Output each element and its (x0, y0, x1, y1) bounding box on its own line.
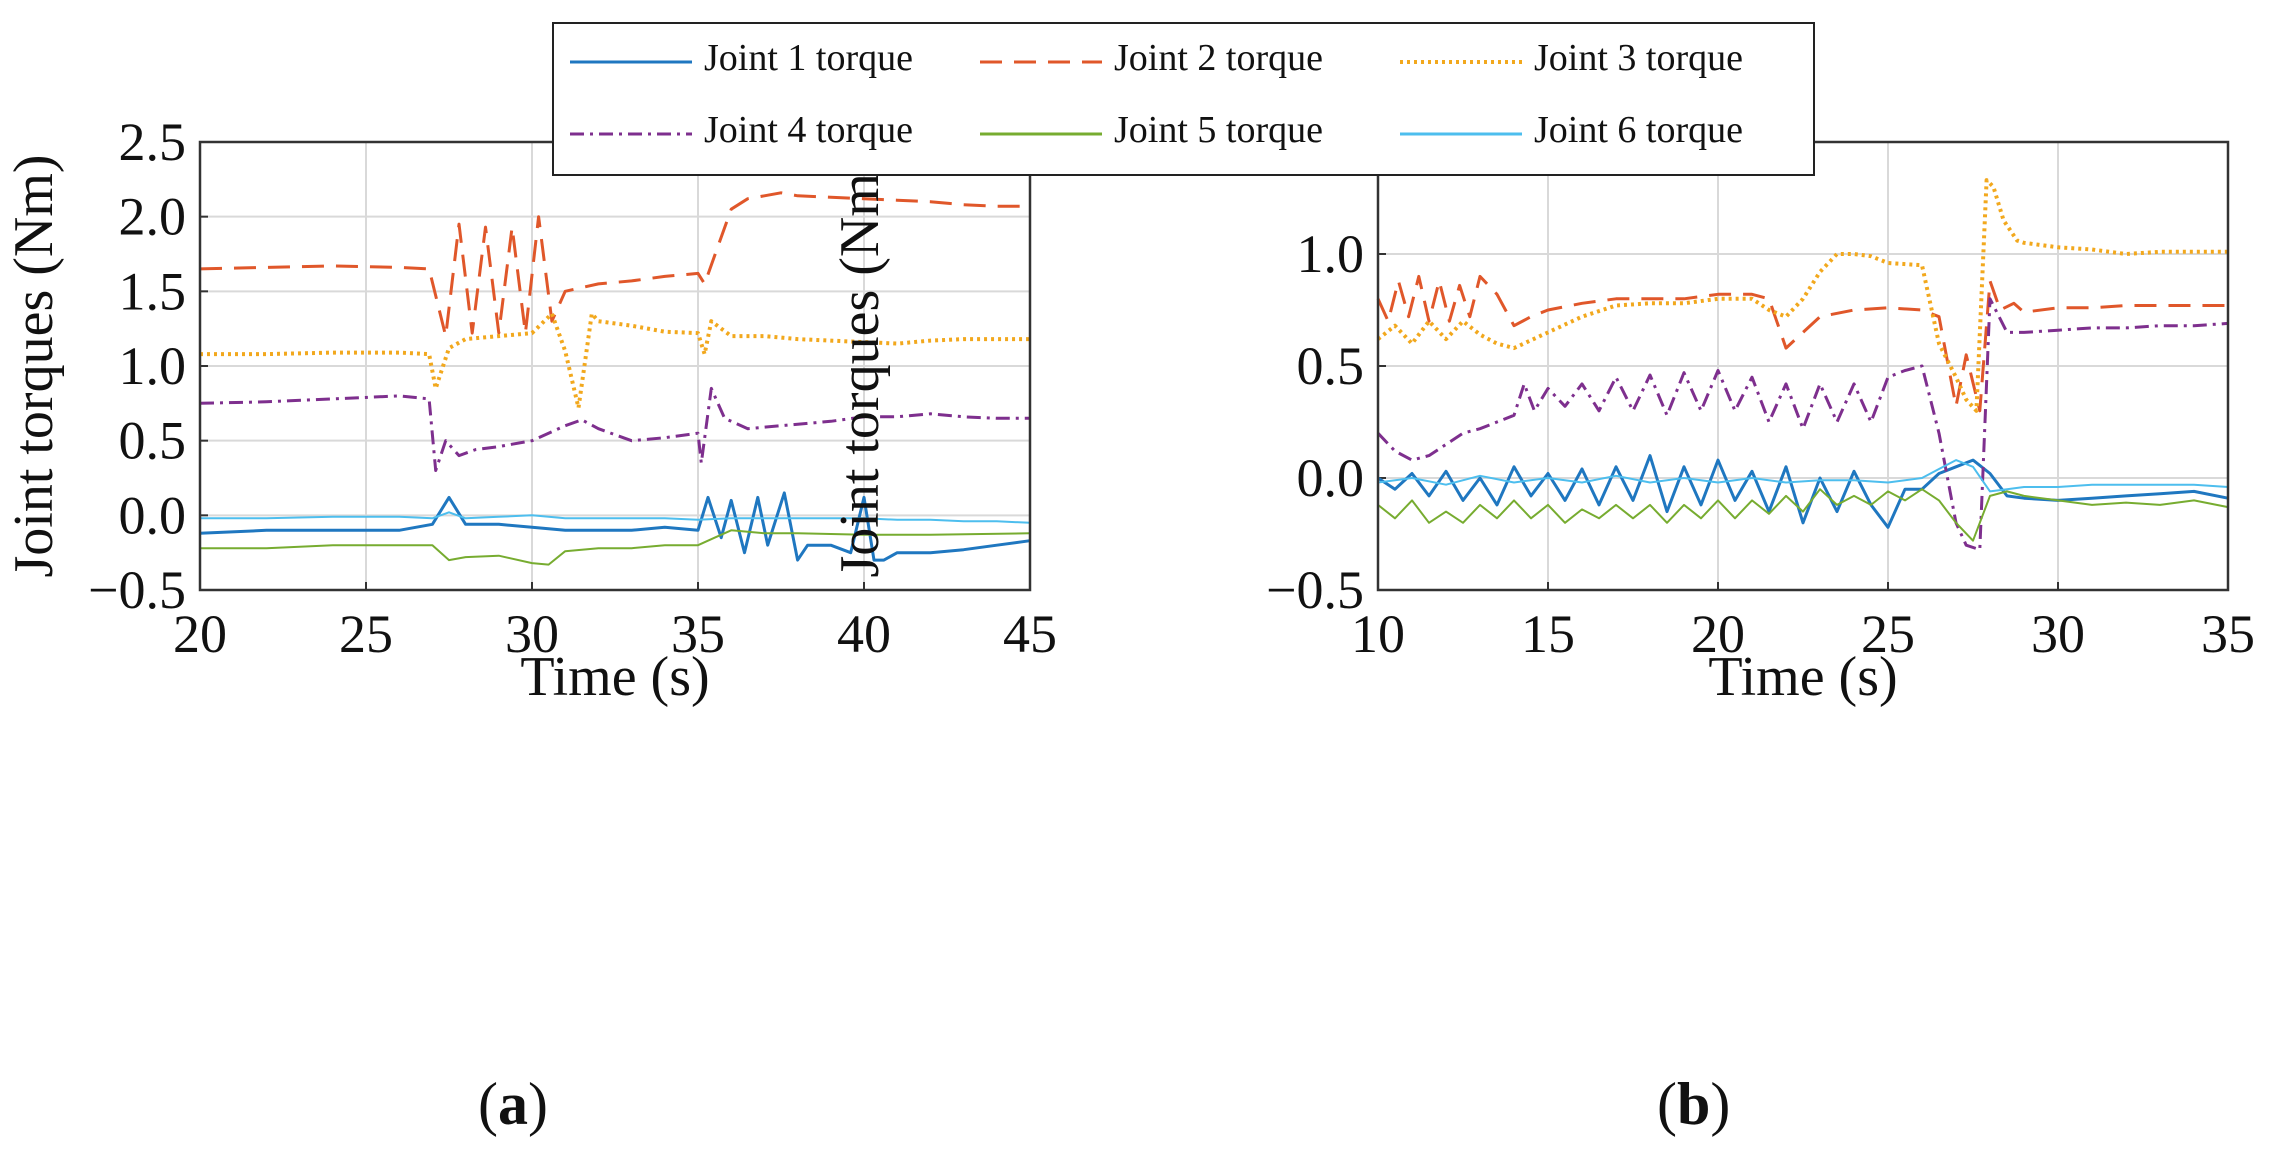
series-line-joint-1 (1377, 454, 2229, 529)
legend-item-joint-3: Joint 3 torque (1394, 32, 1804, 92)
x-tick-label: 40 (837, 604, 891, 664)
legend-item-joint-5: Joint 5 torque (974, 104, 1384, 164)
panel-label-a: (a) (478, 1071, 548, 1137)
legend-label: Joint 6 torque (1534, 109, 1743, 151)
y-tick-label: 1.0 (1297, 224, 1365, 284)
legend-label: Joint 4 torque (704, 109, 913, 151)
x-tick-label: 10 (1351, 604, 1405, 664)
x-tick-label: 15 (1521, 604, 1575, 664)
x-tick-label: 45 (1003, 604, 1057, 664)
legend-label: Joint 2 torque (1114, 37, 1323, 79)
y-axis-label: Joint torques (Nm) (3, 154, 65, 577)
legend-item-joint-6: Joint 6 torque (1394, 104, 1804, 164)
x-tick-label: 30 (2031, 604, 2085, 664)
x-tick-label: 35 (2201, 604, 2255, 664)
legend-swatch (1400, 60, 1522, 64)
y-tick-label: 0.5 (1297, 336, 1365, 396)
x-tick-label: 20 (1691, 604, 1745, 664)
series-line-joint-3 (200, 311, 1030, 410)
series-line-joint-3 (1376, 178, 2228, 413)
legend-swatch (570, 132, 692, 136)
legend-label: Joint 1 torque (704, 37, 913, 79)
y-tick-label: 2.0 (119, 187, 187, 247)
series-line-joint-2 (199, 191, 1030, 338)
x-tick-label: 25 (339, 604, 393, 664)
legend: Joint 1 torque Joint 2 torque Joint 3 torq… (552, 22, 1815, 176)
panel-label-b-letter: b (1676, 1071, 1711, 1137)
series-line-joint-5 (1377, 488, 2229, 542)
legend-item-joint-2: Joint 2 torque (974, 32, 1384, 92)
legend-item-joint-4: Joint 4 torque (564, 104, 974, 164)
y-tick-label: −0.5 (1266, 560, 1364, 620)
series-line-joint-2 (1376, 274, 2228, 413)
x-tick-label: 25 (1861, 604, 1915, 664)
legend-swatch (980, 132, 1102, 136)
y-tick-label: 2.5 (119, 112, 187, 172)
x-tick-label: 20 (173, 604, 227, 664)
y-tick-label: −0.5 (88, 560, 186, 620)
series-line-joint-4 (1376, 297, 2229, 552)
chart-panel-a: 20 25 30 35 40 45 −0.5 0.0 0.5 1.0 1.5 2.0 2.5 Time (… (3, 112, 1057, 708)
legend-swatch (980, 60, 1102, 64)
legend-label: Joint 3 torque (1534, 37, 1743, 79)
legend-swatch (1400, 132, 1522, 136)
x-axis-label: Time (s) (1708, 646, 1897, 708)
y-tick-label: 1.5 (119, 261, 187, 321)
y-tick-label: 0.0 (119, 485, 187, 545)
series-line-joint-6 (200, 511, 1031, 524)
legend-item-joint-1: Joint 1 torque (564, 32, 974, 92)
y-tick-label: 0.5 (119, 411, 187, 471)
panel-label-b: (b) (1657, 1071, 1731, 1137)
series-line-joint-4 (199, 386, 1030, 472)
panel-label-a-letter: a (497, 1071, 528, 1137)
x-tick-label: 30 (505, 604, 559, 664)
y-axis-label: Joint torques (Nm) (829, 154, 891, 577)
x-axis-label: Time (s) (520, 646, 709, 708)
x-tick-label: 35 (671, 604, 725, 664)
y-tick-label: 0.0 (1297, 448, 1365, 508)
y-tick-label: 1.0 (119, 336, 187, 396)
legend-label: Joint 5 torque (1114, 109, 1323, 151)
legend-swatch (570, 60, 692, 64)
series-line-joint-1 (199, 491, 1031, 562)
series-line-joint-5 (200, 529, 1031, 566)
series-line-joint-6 (1377, 459, 2229, 493)
